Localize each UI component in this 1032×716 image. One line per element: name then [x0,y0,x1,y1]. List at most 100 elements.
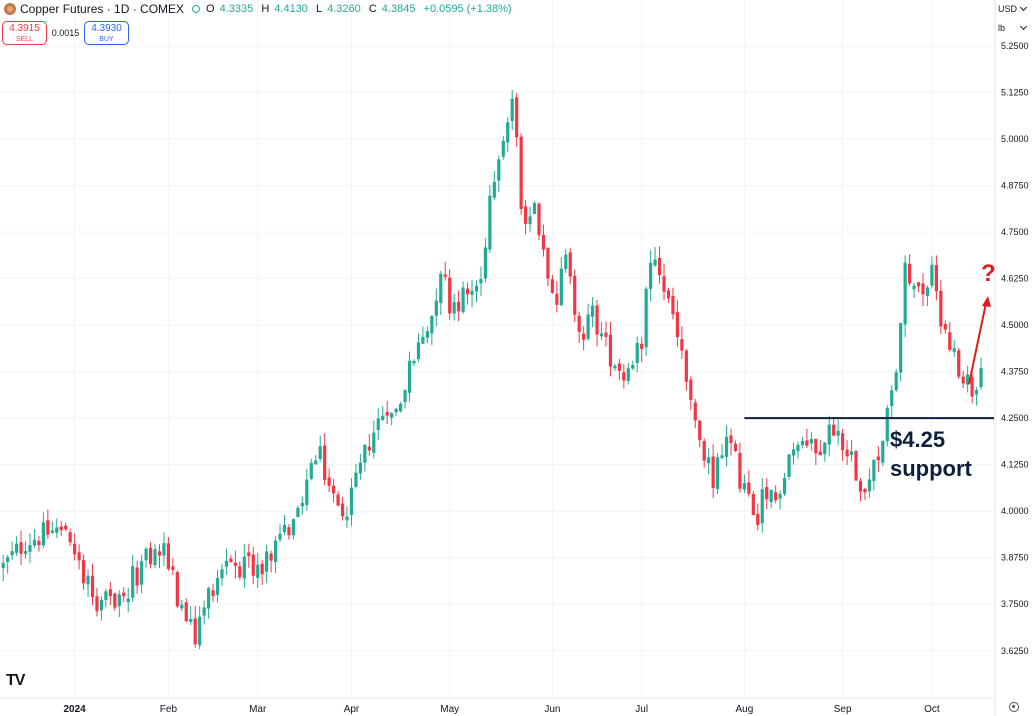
candle-body [506,122,510,143]
sell-button[interactable]: 4.3915 SELL [2,21,47,45]
candle [662,263,666,300]
candle-body [314,460,318,465]
candle-body [425,331,429,338]
trade-panel: 4.3915 SELL 0.0015 4.3930 BUY [2,21,129,45]
candle [242,544,246,588]
candle [791,442,796,465]
candle [872,459,876,491]
candle-body [550,279,554,293]
candle [814,438,818,466]
candle-body [86,575,90,585]
market-status-icon [192,5,201,13]
candle-body [738,452,742,489]
candle [733,440,738,453]
tradingview-logo-icon[interactable]: TV [6,672,25,689]
candle [68,528,72,546]
candle [756,503,760,531]
candle-body [885,407,889,441]
candle [148,541,153,569]
x-tick-label: Sep [834,704,852,715]
candle-body [108,589,112,597]
candle-body [774,492,778,501]
candle-body [845,449,849,457]
candle-body [832,424,836,436]
candle [649,249,653,302]
candle-body [836,430,840,436]
candle-body [599,333,604,337]
candle-body [376,418,380,430]
candle [626,362,630,385]
candle-body [171,566,175,570]
candle [805,428,809,448]
unit-label: lb [998,23,1006,33]
candle [711,444,715,498]
candle-body [970,376,974,397]
candle [707,448,711,475]
candle [175,570,179,608]
candle [425,326,429,344]
y-tick-label: 4.8750 [1001,181,1029,191]
candle-body [162,543,166,556]
candle-body [126,598,130,603]
candle [430,315,434,346]
candle [573,269,577,322]
candle-body [372,432,376,453]
candle [229,555,233,563]
candle [796,441,800,459]
candle [135,560,139,594]
candle [113,592,117,611]
candle-body [99,600,104,611]
candle-body [273,540,278,562]
y-tick-label: 5.1250 [1001,88,1029,98]
candle-body [407,360,412,393]
candle-body [555,293,559,305]
candle [122,587,126,602]
candle [800,436,805,449]
candle-body [443,274,447,277]
candle [716,452,720,494]
candle-body [501,140,505,157]
y-tick-label: 4.5000 [1001,320,1029,330]
candle [693,398,697,428]
candle-body [876,456,880,461]
candle [613,363,617,371]
candle-body [613,365,617,369]
candle [622,363,626,389]
buy-price: 4.3930 [91,23,122,34]
candle [907,254,912,286]
candle [247,543,251,568]
candle-body [791,449,796,456]
candle-body [921,283,925,295]
chart-title[interactable]: Copper Futures · 1D · COMEX [20,2,185,16]
candle-body [805,440,809,446]
candle-body [800,440,805,445]
candle [398,401,403,413]
candle [421,326,425,345]
candle [265,544,269,584]
unit-dropdown[interactable]: lb [998,20,1030,36]
candle [854,449,858,481]
candle [653,246,657,268]
candle [809,432,813,451]
buy-button[interactable]: 4.3930 BUY [84,21,129,45]
candle-body [863,488,867,493]
candle-body [309,462,313,479]
grid-lines [0,0,994,698]
candle [117,590,121,618]
candle [19,530,23,565]
gear-icon[interactable] [1009,702,1019,712]
candle-body [345,516,349,521]
open-value: 4.3335 [219,3,254,15]
candle-body [760,489,764,524]
currency-dropdown[interactable]: USD [998,1,1030,17]
candle [657,246,662,284]
candle [273,536,278,574]
candle-body [890,390,894,406]
candle [349,478,354,526]
buy-label: BUY [99,36,114,43]
candle [970,373,974,404]
candle [582,326,586,351]
candle [957,348,961,379]
high-value: 4.4130 [274,3,308,15]
